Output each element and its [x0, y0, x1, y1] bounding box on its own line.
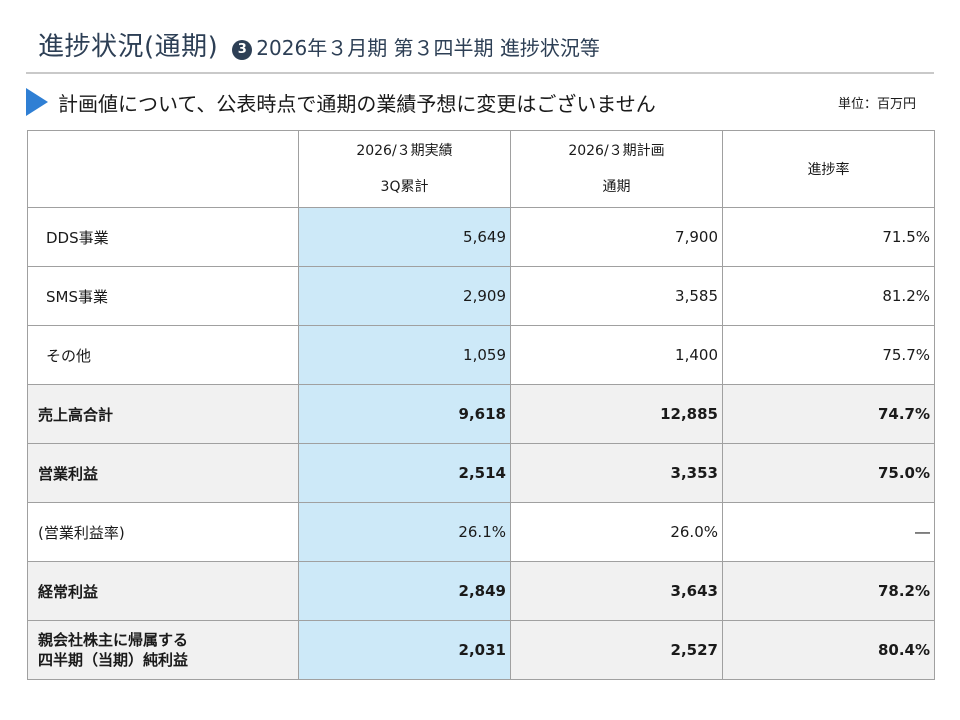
progress-value: ― [722, 502, 935, 562]
actual-value: 9,618 [298, 384, 511, 444]
progress-value: 78.2% [722, 561, 935, 621]
row-label: その他 [27, 325, 299, 385]
table-row: その他 1,059 1,400 75.7% [27, 325, 935, 385]
progress-value: 80.4% [722, 620, 935, 680]
progress-value: 75.7% [722, 325, 935, 385]
header-plan-line1: 2026/３期計画 [568, 143, 665, 159]
actual-value: 26.1% [298, 502, 511, 562]
header-blank-cell [27, 130, 299, 208]
table-row-total: 親会社株主に帰属する 四半期（当期）純利益 2,031 2,527 80.4% [27, 620, 935, 680]
header-plan-line2: 通期 [602, 179, 631, 195]
row-label: (営業利益率) [27, 502, 299, 562]
plan-value: 12,885 [510, 384, 723, 444]
table-row: DDS事業 5,649 7,900 71.5% [27, 207, 935, 267]
row-label: 営業利益 [27, 443, 299, 503]
plan-value: 2,527 [510, 620, 723, 680]
row-label: 売上高合計 [27, 384, 299, 444]
actual-value: 2,031 [298, 620, 511, 680]
row-label: 経常利益 [27, 561, 299, 621]
row-label: SMS事業 [27, 266, 299, 326]
title-divider [26, 72, 934, 74]
plan-value: 3,643 [510, 561, 723, 621]
page-title: 進捗状況(通期) [38, 32, 219, 62]
row-label-line1: 親会社株主に帰属する [38, 631, 189, 649]
page-subtitle: 2026年３月期 第３四半期 進捗状況等 [256, 36, 600, 60]
actual-value: 2,909 [298, 266, 511, 326]
row-label: DDS事業 [27, 207, 299, 267]
actual-value: 5,649 [298, 207, 511, 267]
table-row: SMS事業 2,909 3,585 81.2% [27, 266, 935, 326]
section-number-badge: 3 [232, 39, 253, 60]
plan-value: 1,400 [510, 325, 723, 385]
header-actual-line2: 3Q累計 [380, 179, 429, 195]
table-row-total: 売上高合計 9,618 12,885 74.7% [27, 384, 935, 444]
progress-value: 75.0% [722, 443, 935, 503]
plan-value: 3,585 [510, 266, 723, 326]
table-row-total: 経常利益 2,849 3,643 78.2% [27, 561, 935, 621]
page-title-row: 進捗状況(通期) 3 2026年３月期 第３四半期 進捗状況等 [38, 26, 600, 66]
header-plan: 2026/３期計画 通期 [510, 130, 723, 208]
triangle-arrow-icon [26, 88, 48, 116]
row-label-line2: 四半期（当期）純利益 [38, 651, 189, 669]
actual-value: 1,059 [298, 325, 511, 385]
row-label: 親会社株主に帰属する 四半期（当期）純利益 [27, 620, 299, 680]
progress-value: 81.2% [722, 266, 935, 326]
progress-value: 74.7% [722, 384, 935, 444]
table-row-total: 営業利益 2,514 3,353 75.0% [27, 443, 935, 503]
actual-value: 2,849 [298, 561, 511, 621]
table-header-row: 2026/３期実績 3Q累計 2026/３期計画 通期 進捗率 [27, 130, 935, 208]
plan-value: 3,353 [510, 443, 723, 503]
table-row: (営業利益率) 26.1% 26.0% ― [27, 502, 935, 562]
unit-label: 単位：百万円 [837, 97, 916, 112]
plan-value: 26.0% [510, 502, 723, 562]
subheading: 計画値について、公表時点で通期の業績予想に変更はございません [26, 84, 656, 120]
header-progress: 進捗率 [722, 130, 935, 208]
progress-value: 71.5% [722, 207, 935, 267]
subheading-text: 計画値について、公表時点で通期の業績予想に変更はございません [58, 91, 656, 116]
plan-value: 7,900 [510, 207, 723, 267]
actual-value: 2,514 [298, 443, 511, 503]
header-actual-line1: 2026/３期実績 [356, 143, 453, 159]
header-actual: 2026/３期実績 3Q累計 [298, 130, 511, 208]
progress-table: 2026/３期実績 3Q累計 2026/３期計画 通期 進捗率 DDS事業 5,… [27, 130, 935, 680]
